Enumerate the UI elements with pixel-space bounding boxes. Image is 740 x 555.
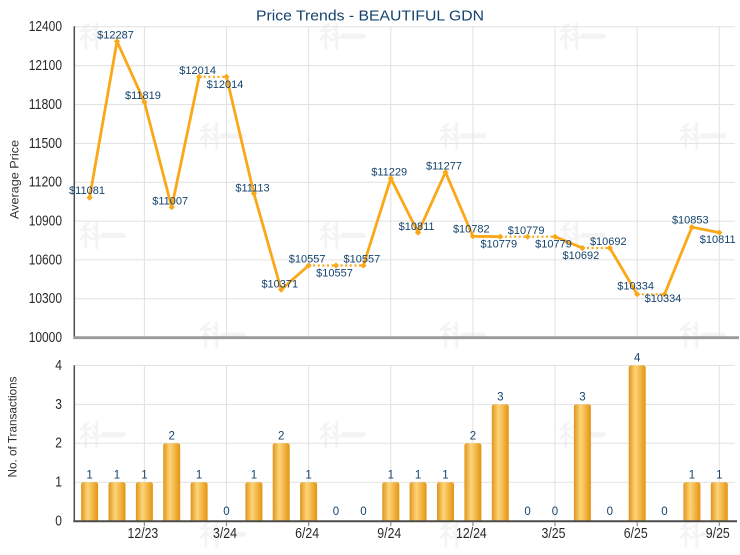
svg-text:12/23: 12/23: [128, 526, 159, 542]
svg-text:$10779: $10779: [508, 225, 545, 237]
svg-text:1: 1: [55, 475, 62, 491]
svg-text:$10779: $10779: [480, 239, 517, 251]
svg-text:12/24: 12/24: [456, 526, 487, 542]
svg-text:$10853: $10853: [672, 214, 709, 226]
svg-text:$10334: $10334: [645, 293, 682, 305]
svg-text:3/25: 3/25: [542, 526, 566, 542]
svg-text:1: 1: [251, 470, 257, 482]
svg-text:3: 3: [55, 397, 62, 413]
svg-text:9/24: 9/24: [377, 526, 401, 542]
svg-text:9/25: 9/25: [706, 526, 730, 542]
svg-text:1: 1: [442, 470, 448, 482]
svg-text:4: 4: [55, 358, 62, 374]
svg-text:$10557: $10557: [316, 268, 353, 280]
svg-text:0: 0: [55, 514, 62, 530]
svg-text:$10811: $10811: [399, 221, 435, 233]
svg-text:$10557: $10557: [289, 254, 326, 266]
svg-text:0: 0: [607, 506, 613, 518]
svg-text:0: 0: [360, 506, 366, 518]
svg-text:10600: 10600: [29, 252, 62, 268]
svg-text:$12014: $12014: [179, 65, 216, 77]
svg-text:$11277: $11277: [426, 160, 462, 172]
svg-text:$12287: $12287: [97, 30, 134, 42]
svg-text:1: 1: [196, 470, 202, 482]
svg-text:11200: 11200: [29, 175, 62, 191]
svg-text:6/25: 6/25: [624, 526, 648, 542]
svg-text:1: 1: [388, 470, 394, 482]
svg-text:No. of Transactions: No. of Transactions: [6, 377, 20, 478]
svg-text:3: 3: [579, 392, 585, 404]
svg-text:11500: 11500: [29, 136, 62, 152]
svg-text:0: 0: [333, 506, 339, 518]
svg-text:$10692: $10692: [563, 250, 600, 262]
svg-text:1: 1: [305, 470, 311, 482]
svg-text:$11113: $11113: [235, 183, 269, 195]
svg-text:$10779: $10779: [535, 239, 572, 251]
svg-text:11800: 11800: [29, 97, 62, 113]
svg-text:0: 0: [524, 506, 530, 518]
svg-text:1: 1: [415, 470, 421, 482]
svg-text:1: 1: [141, 470, 147, 482]
svg-text:$11081: $11081: [69, 185, 105, 197]
svg-text:$11007: $11007: [152, 195, 188, 207]
svg-text:Average Price: Average Price: [8, 140, 22, 219]
svg-text:$10811: $10811: [700, 234, 736, 246]
svg-text:$10557: $10557: [344, 254, 381, 266]
svg-text:3/24: 3/24: [213, 526, 237, 542]
svg-text:10300: 10300: [29, 291, 62, 307]
svg-text:$10692: $10692: [590, 236, 627, 248]
svg-text:0: 0: [223, 506, 229, 518]
svg-text:12400: 12400: [29, 19, 62, 35]
svg-text:2: 2: [278, 431, 284, 443]
svg-text:$10334: $10334: [617, 281, 654, 293]
svg-text:$10371: $10371: [261, 279, 298, 291]
svg-text:10900: 10900: [29, 214, 62, 230]
svg-text:$12014: $12014: [207, 79, 244, 91]
svg-text:2: 2: [168, 431, 174, 443]
svg-text:12100: 12100: [29, 58, 62, 74]
svg-text:0: 0: [661, 506, 667, 518]
svg-text:2: 2: [55, 436, 62, 452]
svg-text:1: 1: [86, 470, 92, 482]
svg-text:1: 1: [689, 470, 695, 482]
svg-text:$10782: $10782: [453, 224, 490, 236]
svg-text:$11229: $11229: [371, 167, 407, 179]
svg-text:Price Trends - BEAUTIFUL GDN: Price Trends - BEAUTIFUL GDN: [256, 9, 484, 25]
svg-text:3: 3: [497, 392, 503, 404]
svg-text:6/24: 6/24: [295, 526, 319, 542]
svg-text:1: 1: [716, 470, 722, 482]
svg-text:0: 0: [552, 506, 558, 518]
svg-text:1: 1: [114, 470, 120, 482]
svg-text:2: 2: [470, 431, 476, 443]
svg-text:4: 4: [634, 353, 641, 365]
svg-text:$11819: $11819: [125, 90, 161, 102]
svg-text:10000: 10000: [29, 330, 62, 346]
